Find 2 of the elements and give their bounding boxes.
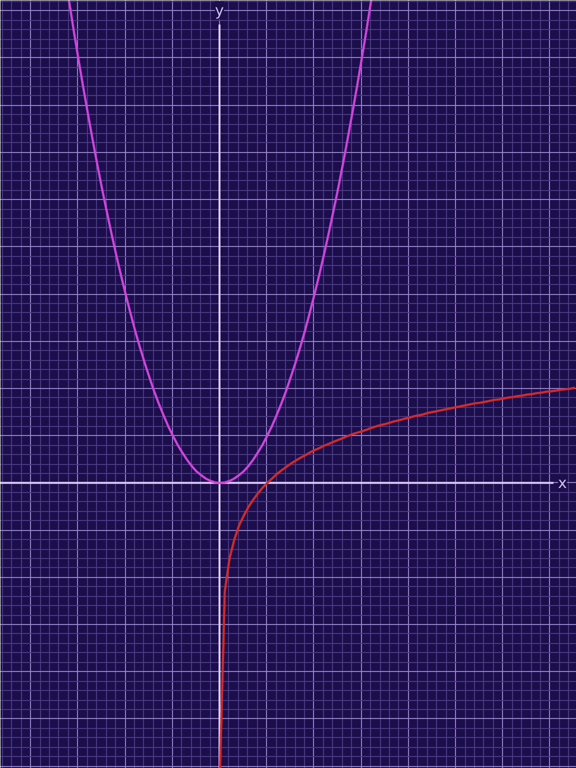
y-axis-title: y xyxy=(215,2,224,20)
x-axis-title: x xyxy=(558,474,568,492)
